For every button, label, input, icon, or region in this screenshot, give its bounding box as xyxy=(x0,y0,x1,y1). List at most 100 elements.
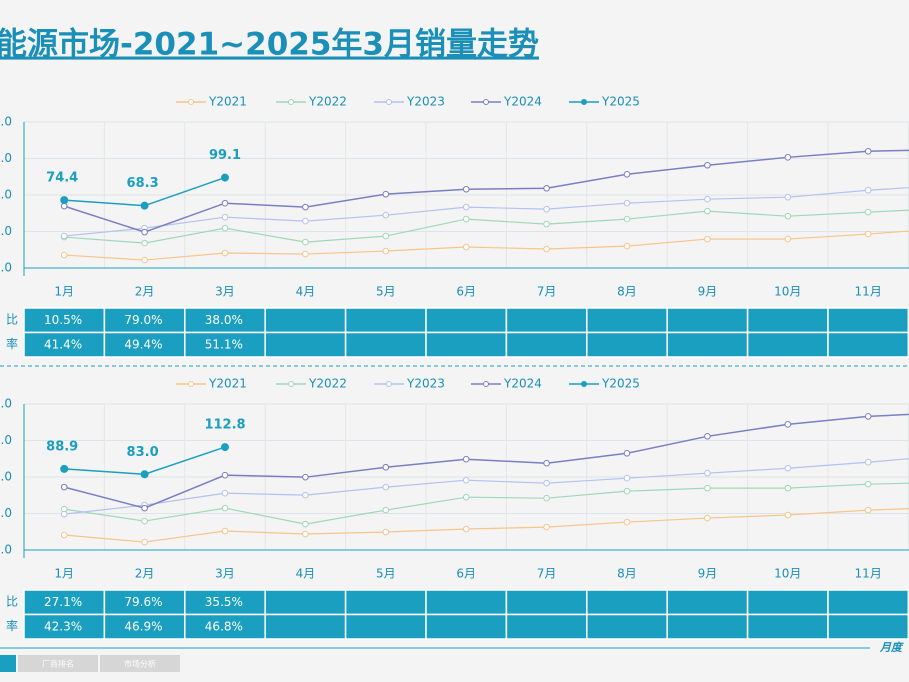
table-cell xyxy=(425,589,508,616)
cell-text: 10.5% xyxy=(44,313,82,327)
point xyxy=(623,215,631,223)
cell-text: 35.5% xyxy=(205,595,243,609)
table-cell xyxy=(425,613,508,640)
legend-label: Y2023 xyxy=(406,95,445,109)
series-line xyxy=(64,458,909,515)
point xyxy=(704,514,711,522)
y-tick-label: 0.0 xyxy=(0,543,12,557)
point xyxy=(462,525,470,533)
table-cell xyxy=(746,307,829,334)
legend-marker xyxy=(483,99,489,105)
x-tick-label: 5月 xyxy=(376,285,396,299)
point xyxy=(784,212,792,220)
table-cell xyxy=(264,613,347,640)
table-cell xyxy=(344,331,427,358)
table-cell xyxy=(586,613,668,640)
cell-text: 27.1% xyxy=(44,595,82,609)
point xyxy=(60,464,69,473)
row-label: 率 xyxy=(6,336,18,351)
point xyxy=(302,250,309,258)
point xyxy=(462,493,470,501)
footer-tab[interactable] xyxy=(100,655,180,672)
legend-marker xyxy=(188,381,194,387)
table-cell xyxy=(827,613,909,640)
x-tick-label: 6月 xyxy=(456,567,476,581)
point xyxy=(221,471,229,479)
point xyxy=(864,480,872,488)
point xyxy=(382,247,390,255)
point xyxy=(60,202,68,210)
point xyxy=(864,147,872,155)
data-label: 112.8 xyxy=(204,418,245,433)
table-cell xyxy=(666,331,749,358)
series-line xyxy=(64,209,909,244)
legend-label: Y2021 xyxy=(208,95,247,109)
point xyxy=(784,464,792,472)
series-line xyxy=(64,413,909,509)
cell-text: 79.6% xyxy=(124,595,162,609)
cell-text: 49.4% xyxy=(124,338,162,352)
point xyxy=(462,215,470,223)
footer-tab-label[interactable]: 厂商排名 xyxy=(42,659,74,669)
legend-label: Y2023 xyxy=(406,377,445,391)
point xyxy=(784,421,792,428)
table-cell xyxy=(586,331,668,358)
point xyxy=(60,196,69,205)
x-tick-label: 4月 xyxy=(296,285,316,299)
row-label: 比 xyxy=(6,595,18,609)
point xyxy=(221,224,229,232)
data-label: 83.0 xyxy=(127,445,159,460)
point xyxy=(623,518,631,526)
point xyxy=(704,195,711,203)
footer-tab-label[interactable]: 市场分析 xyxy=(124,659,156,669)
point xyxy=(60,531,68,539)
table-cell xyxy=(505,613,588,640)
table-cell xyxy=(746,331,829,358)
y-tick-label: 80.0 xyxy=(0,188,12,202)
point xyxy=(462,476,470,484)
point xyxy=(864,506,872,514)
series-line xyxy=(64,507,909,543)
point xyxy=(302,473,309,481)
table-cell xyxy=(425,331,508,358)
legend-label: Y2024 xyxy=(503,95,542,109)
y-tick-label: 160.0 xyxy=(0,115,12,129)
point xyxy=(302,520,309,528)
x-tick-label: 11月 xyxy=(855,567,882,581)
point xyxy=(543,220,550,228)
point xyxy=(543,479,550,487)
point xyxy=(221,489,229,497)
table-cell xyxy=(827,307,909,334)
point xyxy=(462,455,470,463)
legend-marker xyxy=(288,381,294,387)
point xyxy=(704,161,711,169)
table-cell xyxy=(23,613,106,640)
point xyxy=(140,470,149,479)
data-label: 99.1 xyxy=(209,148,241,163)
footer-tab-active[interactable] xyxy=(0,655,16,672)
point xyxy=(221,504,229,512)
x-tick-label: 3月 xyxy=(215,567,235,581)
slide-title: 能源市场-2021~2025年3月销量走势 xyxy=(0,27,539,63)
point xyxy=(141,538,148,546)
table-cell xyxy=(103,613,186,640)
table-cell xyxy=(586,307,668,334)
point xyxy=(784,193,792,201)
cell-text: 46.8% xyxy=(205,620,243,634)
legend-marker xyxy=(386,381,392,387)
point xyxy=(382,506,390,514)
point xyxy=(382,232,390,240)
table-cell xyxy=(264,589,347,616)
table-cell xyxy=(23,589,106,616)
table-cell xyxy=(264,331,347,358)
footer-tab[interactable] xyxy=(18,655,98,672)
point xyxy=(704,207,711,215)
x-tick-label: 7月 xyxy=(537,567,557,581)
table-cell xyxy=(184,331,266,358)
row-label: 比 xyxy=(6,313,18,327)
legend-marker xyxy=(581,381,587,387)
point xyxy=(543,205,550,213)
point xyxy=(60,251,68,259)
cell-text: 38.0% xyxy=(205,313,243,327)
point xyxy=(221,249,229,257)
